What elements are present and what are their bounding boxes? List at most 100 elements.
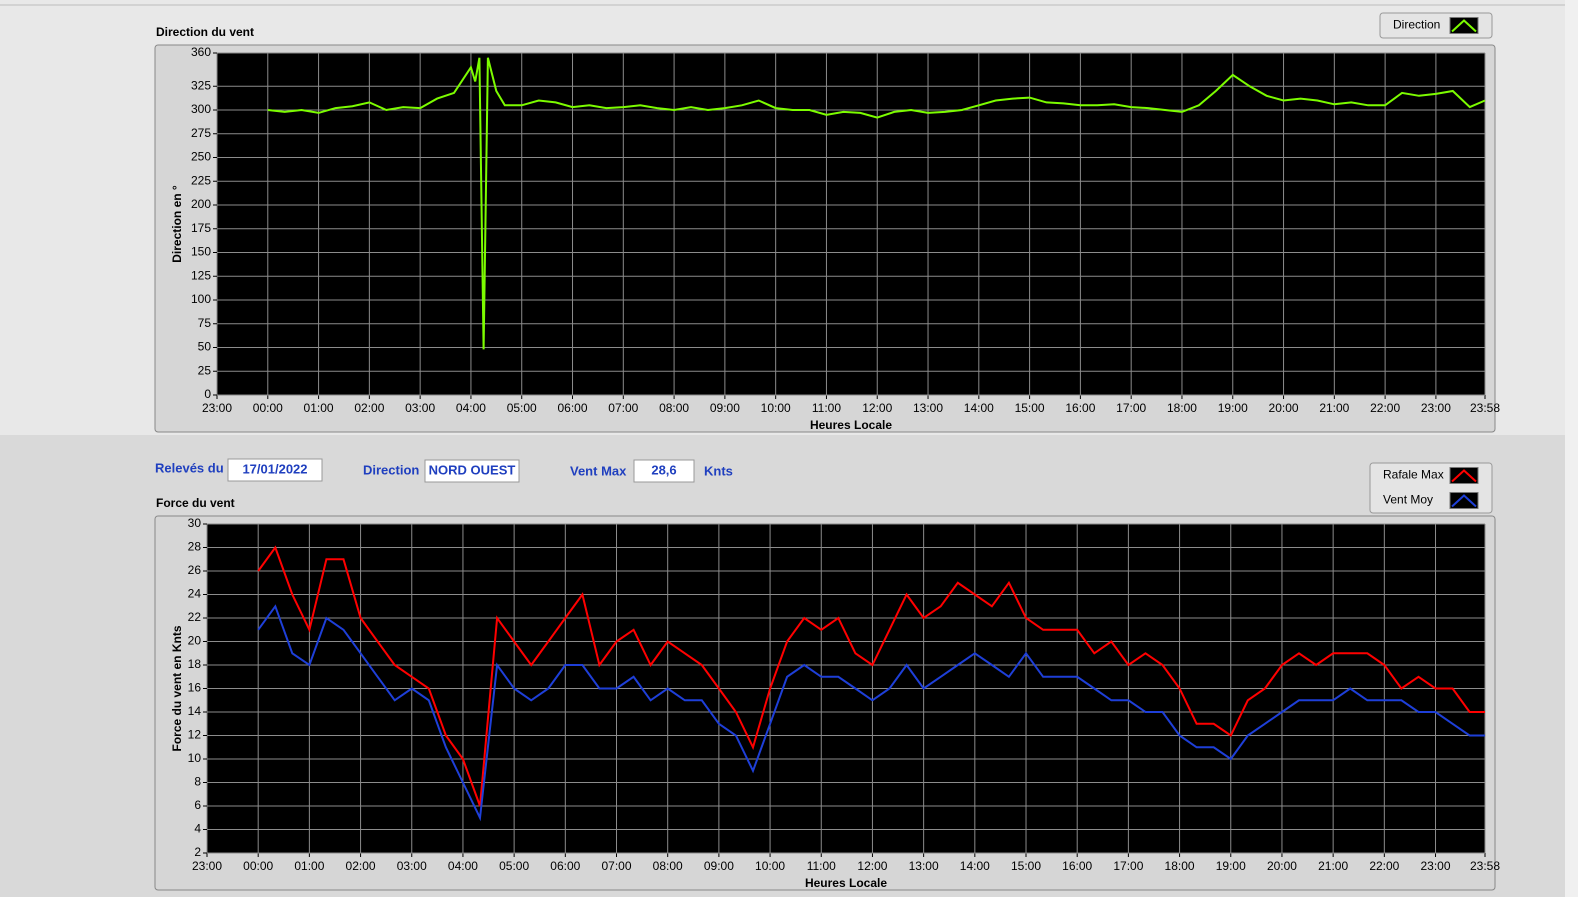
x-tick-label: 21:00 xyxy=(1318,859,1348,873)
legend-line xyxy=(1451,469,1477,483)
y-tick-label: 225 xyxy=(191,173,211,187)
x-tick-label: 22:00 xyxy=(1370,401,1400,415)
x-tick-label: 11:00 xyxy=(812,401,841,415)
y-tick-label: 22 xyxy=(188,610,202,624)
y-tick-label: 8 xyxy=(194,775,201,789)
y-tick-label: 150 xyxy=(191,245,211,259)
x-tick-label: 08:00 xyxy=(653,859,683,873)
legend-swatch xyxy=(1449,492,1479,509)
y-tick-label: 100 xyxy=(191,292,211,306)
x-tick-label: 16:00 xyxy=(1065,401,1095,415)
x-tick-label: 17:00 xyxy=(1113,859,1143,873)
date-label: Relevés du xyxy=(155,460,224,475)
x-tick-label: 12:00 xyxy=(857,859,887,873)
x-tick-label: 09:00 xyxy=(704,859,734,873)
x-tick-label: 00:00 xyxy=(253,401,283,415)
legend-line xyxy=(1451,19,1477,33)
y-axis-label: Force du vent en Knts xyxy=(170,625,184,751)
y-tick-label: 16 xyxy=(188,681,202,695)
x-tick-label: 21:00 xyxy=(1319,401,1349,415)
x-tick-label: 15:00 xyxy=(1011,859,1041,873)
y-tick-label: 14 xyxy=(188,704,202,718)
x-tick-label: 14:00 xyxy=(964,401,994,415)
chart-title: Direction du vent xyxy=(156,25,254,39)
vent-max-box[interactable] xyxy=(633,459,695,483)
y-tick-label: 125 xyxy=(191,268,211,282)
x-tick-label: 20:00 xyxy=(1267,859,1297,873)
vent-max-value[interactable]: 28,6 xyxy=(651,462,676,477)
x-tick-label: 22:00 xyxy=(1369,859,1399,873)
x-tick-label: 23:00 xyxy=(192,859,222,873)
y-tick-label: 20 xyxy=(188,634,202,648)
x-tick-label: 11:00 xyxy=(807,859,836,873)
legend-label: Vent Moy xyxy=(1383,493,1433,507)
x-tick-label: 09:00 xyxy=(710,401,740,415)
x-tick-label: 15:00 xyxy=(1015,401,1045,415)
x-tick-label: 04:00 xyxy=(456,401,486,415)
x-tick-label: 06:00 xyxy=(550,859,580,873)
x-tick-label: 14:00 xyxy=(960,859,990,873)
x-tick-label: 08:00 xyxy=(659,401,689,415)
y-tick-label: 26 xyxy=(188,563,202,577)
y-tick-label: 30 xyxy=(188,516,202,530)
y-tick-label: 300 xyxy=(191,102,211,116)
date-box[interactable] xyxy=(227,458,323,482)
x-tick-label: 23:00 xyxy=(202,401,232,415)
data-line xyxy=(257,604,1485,822)
x-tick-label: 18:00 xyxy=(1167,401,1197,415)
data-line xyxy=(257,545,1485,807)
x-tick-label: 13:00 xyxy=(909,859,939,873)
direction-label: Direction xyxy=(363,462,419,477)
y-tick-label: 75 xyxy=(198,316,212,330)
legend-label: Direction xyxy=(1393,18,1440,32)
direction-box[interactable] xyxy=(424,459,520,483)
x-tick-label: 20:00 xyxy=(1269,401,1299,415)
x-tick-label: 23:00 xyxy=(1421,401,1451,415)
x-tick-label: 10:00 xyxy=(761,401,791,415)
x-tick-label: 07:00 xyxy=(608,401,638,415)
date-value[interactable]: 17/01/2022 xyxy=(242,461,307,476)
x-tick-label: 12:00 xyxy=(862,401,892,415)
x-tick-label: 01:00 xyxy=(294,859,324,873)
x-tick-label: 16:00 xyxy=(1062,859,1092,873)
legend-line xyxy=(1451,494,1477,508)
vent-max-label: Vent Max xyxy=(570,463,627,478)
x-tick-label: 23:58 xyxy=(1470,859,1500,873)
y-tick-label: 6 xyxy=(194,798,201,812)
legend-label: Rafale Max xyxy=(1383,468,1444,482)
x-tick-label: 05:00 xyxy=(499,859,529,873)
x-tick-label: 05:00 xyxy=(507,401,537,415)
x-tick-label: 19:00 xyxy=(1216,859,1246,873)
x-axis-label: Heures Locale xyxy=(810,418,892,432)
x-tick-label: 02:00 xyxy=(354,401,384,415)
y-tick-label: 24 xyxy=(188,587,202,601)
y-tick-label: 325 xyxy=(191,78,211,92)
x-tick-label: 17:00 xyxy=(1116,401,1146,415)
x-tick-label: 23:58 xyxy=(1470,401,1500,415)
x-tick-label: 01:00 xyxy=(304,401,334,415)
y-tick-label: 4 xyxy=(194,822,201,836)
y-tick-label: 175 xyxy=(191,221,211,235)
x-tick-label: 13:00 xyxy=(913,401,943,415)
y-tick-label: 275 xyxy=(191,126,211,140)
x-tick-label: 03:00 xyxy=(397,859,427,873)
y-tick-label: 2 xyxy=(194,845,201,859)
y-tick-label: 18 xyxy=(188,657,202,671)
legend-swatch xyxy=(1449,17,1479,34)
x-tick-label: 23:00 xyxy=(1421,859,1451,873)
y-tick-label: 28 xyxy=(188,540,202,554)
scrollbar[interactable] xyxy=(1565,0,1578,897)
x-tick-label: 00:00 xyxy=(243,859,273,873)
direction-value[interactable]: NORD OUEST xyxy=(429,462,516,477)
y-tick-label: 250 xyxy=(191,150,211,164)
x-tick-label: 18:00 xyxy=(1165,859,1195,873)
y-tick-label: 200 xyxy=(191,197,211,211)
y-tick-label: 10 xyxy=(188,751,202,765)
y-tick-label: 12 xyxy=(188,728,202,742)
chart-title: Force du vent xyxy=(156,496,235,510)
y-axis-label: Direction en ° xyxy=(170,185,184,263)
data-line xyxy=(267,57,1486,350)
x-axis-label: Heures Locale xyxy=(805,876,887,890)
x-tick-label: 02:00 xyxy=(346,859,376,873)
unit-label: Knts xyxy=(704,463,733,478)
